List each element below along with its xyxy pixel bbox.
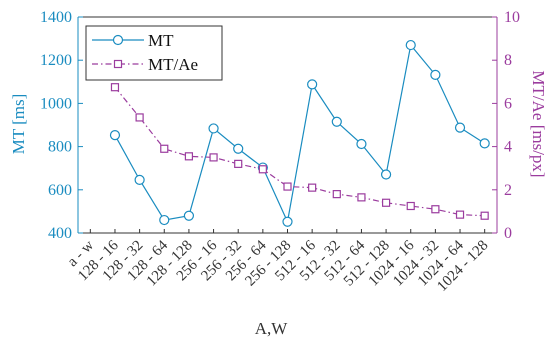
y-right-tick-label: 0 [504,225,512,242]
y-right-tick-label: 4 [504,139,512,156]
legend-mtae-marker [113,59,123,69]
mt-ae-point [209,153,218,162]
mt-point [356,138,367,150]
mt-point [183,210,195,221]
mt-ae-point [480,211,489,220]
mt-point [380,169,392,180]
mt-ae-point [184,152,194,161]
mt-ae-point [258,165,267,174]
legend: MT MT/Ae [85,25,223,81]
mt-point [282,216,293,227]
series-line-mt-ae [114,86,485,217]
y-right-tick-label: 2 [504,182,512,199]
y-right-tick-label: 10 [504,9,520,26]
mt-point [405,39,416,51]
mt-ae-point [308,183,317,192]
mt-point [208,123,219,134]
right-axis-ticks: 0 2 4 6 8 10 [492,9,520,242]
mt-ae-point [431,205,440,214]
mt-ae-point [234,159,243,168]
mt-point [109,130,121,141]
mt-point [454,122,466,133]
mt-ae-point [455,210,465,219]
y-right-tick-label: 8 [504,52,512,69]
mt-point [307,79,318,90]
mt-ae-point [283,182,292,191]
mt-point [233,143,244,154]
mt-point [331,116,342,127]
y-left-tick-label: 1400 [40,9,72,26]
x-axis-label: A,W [255,319,289,338]
mt-ae-point [110,83,120,92]
mt-point [430,69,441,80]
y-right-axis-label: MT/Ae [ms/px] [529,70,547,177]
y-left-tick-label: 600 [48,182,72,199]
mt-point [134,174,145,185]
legend-box [85,25,223,81]
mt-point [159,214,170,226]
legend-mt-label: MT [148,31,174,50]
mt-ae-point [332,190,341,199]
y-left-tick-label: 800 [48,139,72,156]
mt-ae-point [357,193,366,202]
y-left-tick-label: 1000 [40,95,72,112]
series-line-mt [114,43,486,224]
mt-point [479,138,490,149]
mt-ae-point [160,144,169,153]
mt-ae-point [381,198,391,207]
legend-mtae-label: MT/Ae [148,55,198,74]
y-right-tick-label: 6 [504,95,512,112]
mt-ae-point [406,201,415,211]
series-layer [109,39,490,227]
y-left-tick-label: 1200 [40,52,72,69]
y-left-tick-label: 400 [48,225,72,242]
mt-ae-point [135,113,144,122]
legend-mt-marker [112,34,124,46]
y-left-axis-label: MT [ms] [9,94,28,155]
left-axis-ticks: 400 600 800 1000 1200 1400 [40,9,83,242]
